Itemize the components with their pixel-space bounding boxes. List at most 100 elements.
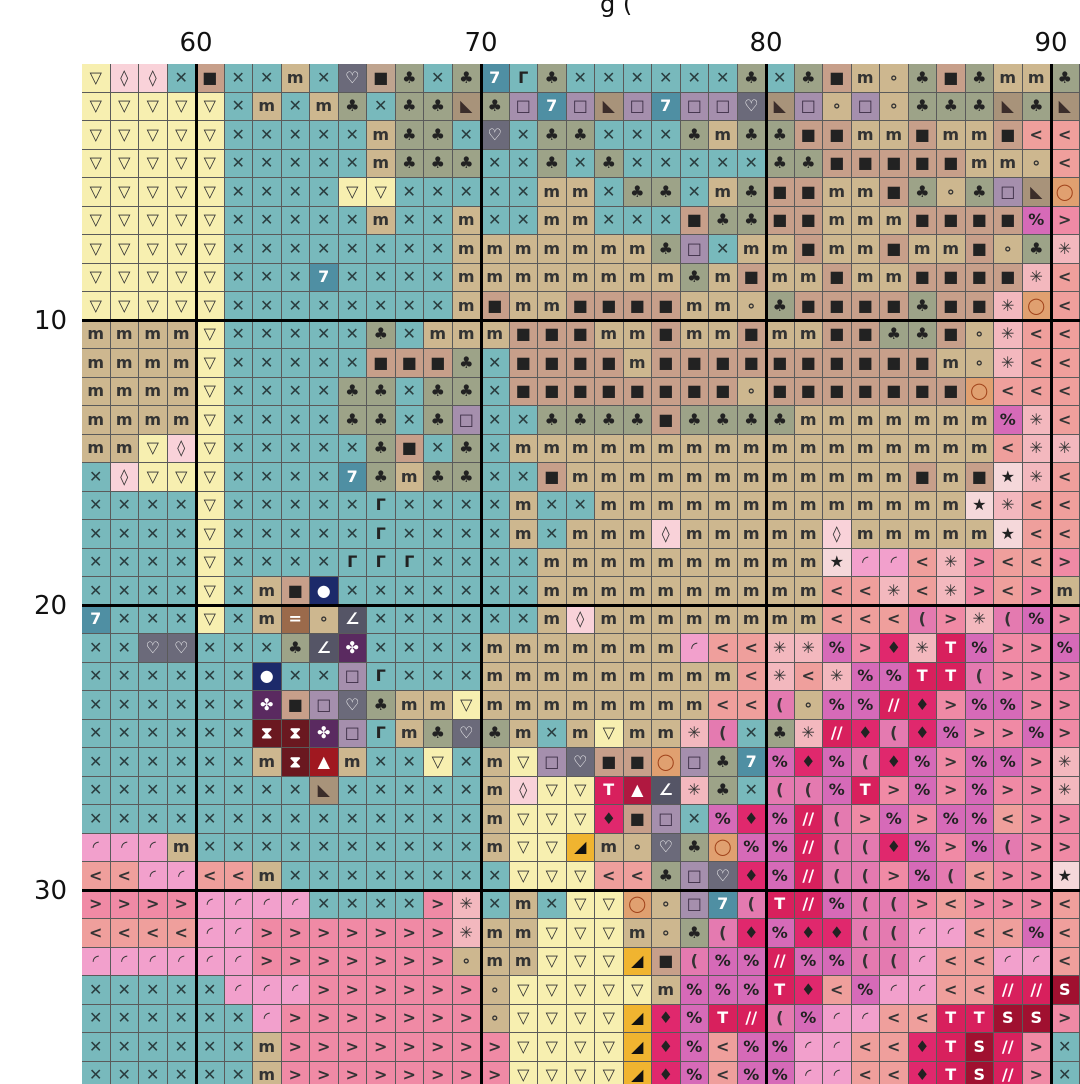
stitch-cell: m [595, 520, 624, 549]
stitch-cell: ✕ [652, 64, 681, 93]
stitch-cell: m [481, 691, 510, 720]
stitch-cell: m [795, 264, 824, 293]
stitch-cell: ♣ [880, 321, 909, 350]
stitch-cell: ✕ [225, 349, 254, 378]
stitch-cell: ♡ [339, 64, 368, 93]
stitch-cell: ✕ [168, 606, 197, 635]
stitch-cell: m [624, 264, 653, 293]
stitch-cell: ✕ [196, 1062, 225, 1084]
stitch-cell: ✕ [481, 406, 510, 435]
major-gridline-horizontal [82, 604, 1080, 607]
stitch-cell: m [538, 549, 567, 578]
stitch-cell: m [139, 378, 168, 407]
stitch-cell: m [481, 805, 510, 834]
stitch-cell: > [282, 919, 311, 948]
stitch-cell: ✕ [396, 235, 425, 264]
stitch-cell: ◜ [225, 948, 254, 977]
stitch-cell: m [652, 549, 681, 578]
stitch-cell: ( [709, 720, 738, 749]
stitch-cell: ✕ [168, 520, 197, 549]
stitch-cell: % [738, 834, 767, 863]
stitch-cell: > [310, 976, 339, 1005]
stitch-cell: m [510, 520, 539, 549]
stitch-cell: ◜ [82, 834, 111, 863]
stitch-cell: ✕ [424, 834, 453, 863]
stitch-cell: ♣ [567, 121, 596, 150]
stitch-cell: m [709, 321, 738, 350]
stitch-cell: ■ [852, 150, 881, 179]
stitch-cell: < [1051, 150, 1080, 179]
stitch-cell: m [538, 207, 567, 236]
stitch-cell: ( [709, 919, 738, 948]
stitch-cell: % [738, 948, 767, 977]
stitch-cell: ♡ [567, 748, 596, 777]
stitch-cell: m [823, 492, 852, 521]
stitch-cell: ◣ [310, 777, 339, 806]
stitch-cell: ■ [424, 349, 453, 378]
stitch-cell: % [1023, 720, 1052, 749]
stitch-cell: ✕ [367, 748, 396, 777]
stitch-cell: m [852, 406, 881, 435]
stitch-cell: m [567, 235, 596, 264]
stitch-cell: ◜ [852, 1005, 881, 1034]
stitch-cell: ♣ [909, 178, 938, 207]
stitch-cell: < [111, 862, 140, 891]
stitch-cell: ✕ [225, 577, 254, 606]
stitch-cell: ▽ [139, 463, 168, 492]
stitch-cell: Γ [339, 549, 368, 578]
stitch-cell: m [168, 321, 197, 350]
stitch-cell: ✕ [396, 520, 425, 549]
stitch-cell: 7 [709, 891, 738, 920]
stitch-cell: ▽ [510, 834, 539, 863]
stitch-cell: ◊ [111, 64, 140, 93]
stitch-cell: S [966, 1033, 995, 1062]
stitch-cell: ✳ [966, 606, 995, 635]
stitch-cell: > [424, 948, 453, 977]
stitch-cell: m [453, 292, 482, 321]
stitch-cell: m [538, 435, 567, 464]
stitch-cell: > [339, 1005, 368, 1034]
stitch-cell: > [424, 919, 453, 948]
stitch-cell: // [795, 805, 824, 834]
stitch-cell: ✕ [453, 663, 482, 692]
stitch-cell: < [1023, 378, 1052, 407]
stitch-cell: % [909, 777, 938, 806]
stitch-cell: ♣ [909, 93, 938, 122]
stitch-cell: // [766, 948, 795, 977]
stitch-cell: > [339, 1062, 368, 1084]
stitch-cell: ▽ [567, 948, 596, 977]
stitch-cell: > [481, 1033, 510, 1062]
stitch-cell: ✕ [481, 435, 510, 464]
stitch-cell: % [681, 1005, 710, 1034]
column-label: 90 [1034, 30, 1067, 56]
stitch-cell: ✕ [310, 121, 339, 150]
stitch-cell: m [367, 207, 396, 236]
stitch-cell: ♣ [367, 321, 396, 350]
stitch-cell: ✕ [510, 549, 539, 578]
stitch-cell: ✕ [282, 435, 311, 464]
stitch-cell: ■ [795, 178, 824, 207]
stitch-cell: ▽ [196, 606, 225, 635]
stitch-cell: m [253, 93, 282, 122]
stitch-cell: ✕ [225, 1005, 254, 1034]
stitch-cell: ♦ [909, 1033, 938, 1062]
stitch-cell: m [681, 606, 710, 635]
stitch-cell: ◜ [823, 1033, 852, 1062]
stitch-cell: > [282, 1005, 311, 1034]
stitch-cell: ✕ [453, 805, 482, 834]
stitch-cell: Γ [367, 492, 396, 521]
stitch-cell: ✕ [396, 891, 425, 920]
stitch-cell: m [424, 691, 453, 720]
stitch-cell: ✕ [253, 520, 282, 549]
stitch-cell: ✕ [367, 264, 396, 293]
stitch-cell: ✳ [453, 891, 482, 920]
stitch-cell: ✕ [225, 207, 254, 236]
stitch-cell: ✕ [567, 492, 596, 521]
stitch-cell: > [367, 1005, 396, 1034]
stitch-cell: > [1023, 663, 1052, 692]
stitch-cell: ✕ [481, 549, 510, 578]
stitch-cell: m [880, 492, 909, 521]
stitch-cell: ✕ [253, 378, 282, 407]
stitch-cell: ✕ [225, 549, 254, 578]
stitch-cell: % [823, 634, 852, 663]
